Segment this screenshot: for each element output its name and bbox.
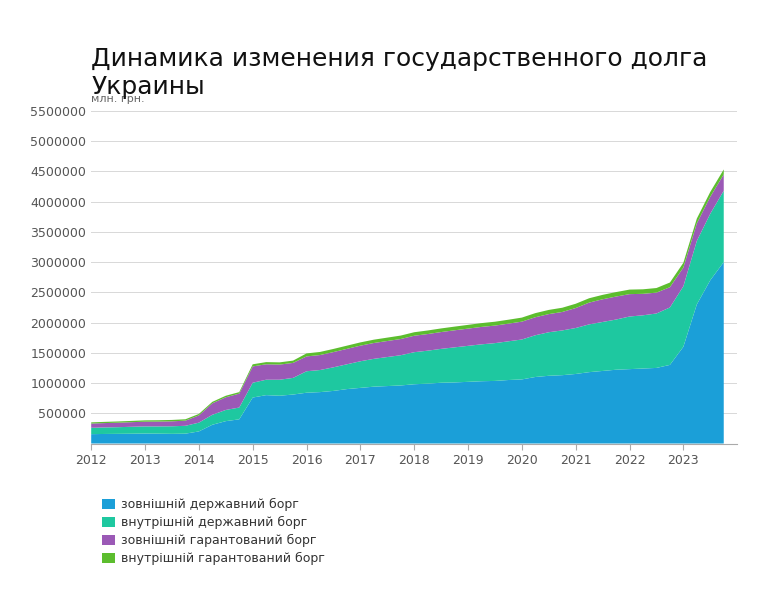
Legend: зовнішній державний борг, внутрішній державний борг, зовнішній гарантований борг: зовнішній державний борг, внутрішній дер… — [97, 493, 330, 570]
Text: млн. грн.: млн. грн. — [91, 94, 145, 104]
Text: Динамика изменения государственного долга
Украины: Динамика изменения государственного долг… — [91, 47, 708, 99]
